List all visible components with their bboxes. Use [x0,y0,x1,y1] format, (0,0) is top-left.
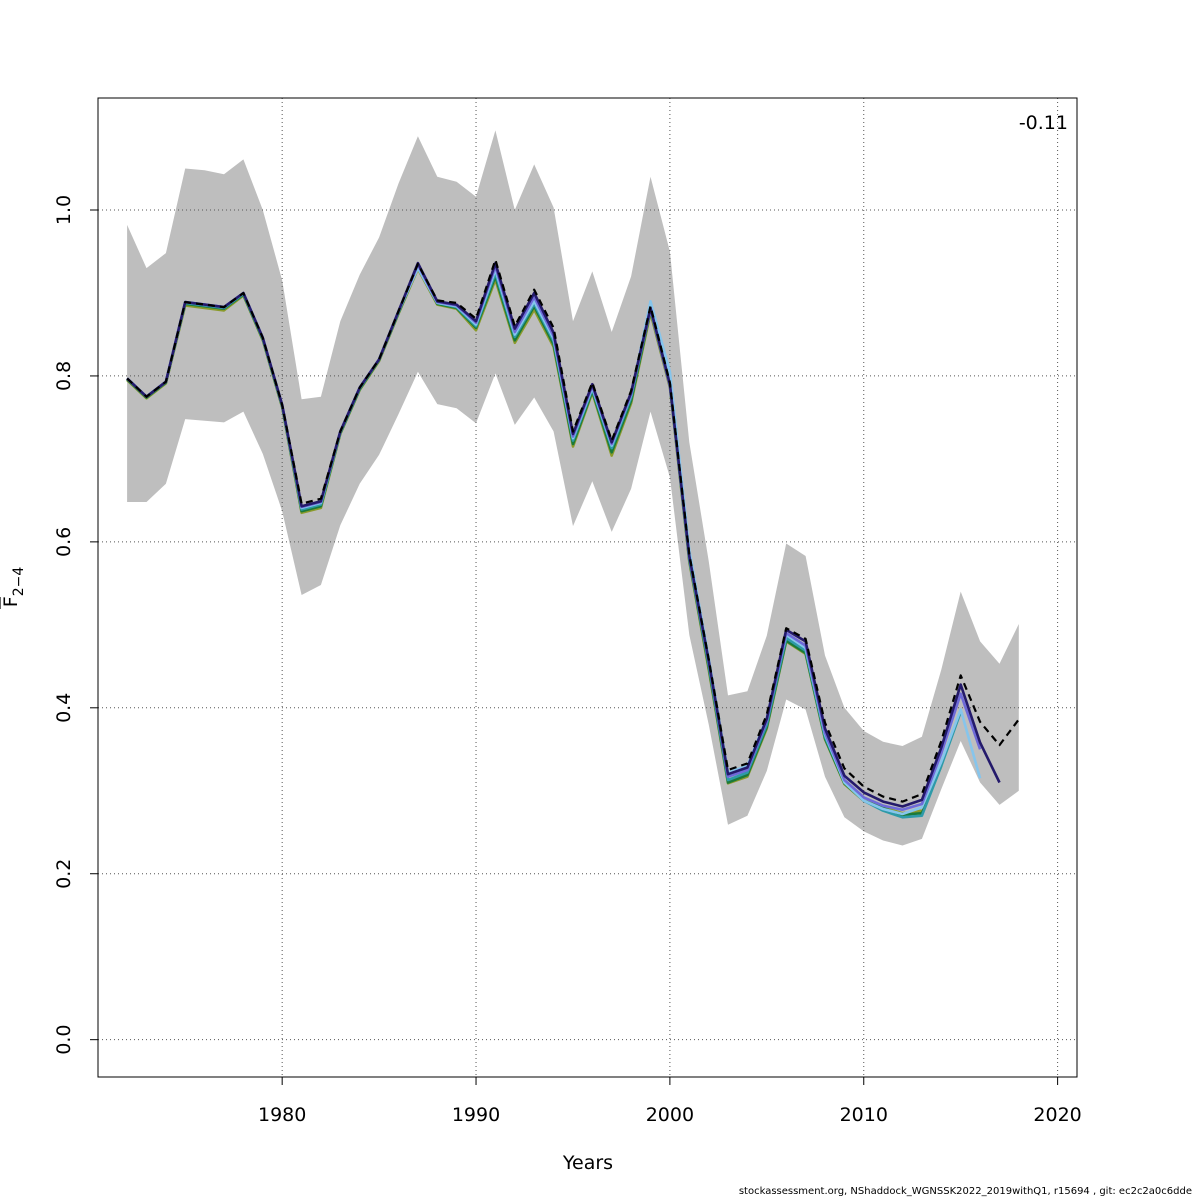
series-layer [126,258,1020,819]
y-tick-label-2: 0.4 [53,693,75,723]
y-axis-title-main: F [0,596,22,607]
x-tick-label-4: 2020 [1033,1104,1081,1126]
annotation-label: -0.11 [1019,112,1068,134]
y-axis-title-group: F2−4 [0,567,27,609]
y-tick-label-5: 1.0 [53,195,75,225]
x-tick-label-0: 1980 [258,1104,306,1126]
y-tick-label-4: 0.8 [53,361,75,391]
y-axis-title-sub: 2−4 [11,567,27,597]
y-tick-label-1: 0.2 [53,859,75,889]
confidence-band [127,130,1019,846]
x-tick-label-1: 1990 [452,1104,500,1126]
x-tick-label-2: 2000 [646,1104,694,1126]
confidence-band-layer [127,130,1019,846]
x-axis-title: Years [562,1152,613,1174]
series-line-0 [126,258,1020,803]
y-tick-label-0: 0.0 [53,1025,75,1055]
y-tick-label-3: 0.6 [53,527,75,557]
axis-layer: 1980 1990 2000 2010 2020 0.0 0.2 0.4 0.6 0.8 1.0 [53,195,1082,1126]
x-tick-label-3: 2010 [840,1104,888,1126]
y-axis-title: F2−4 [0,567,27,608]
footer-credit: stockassessment.org, NShaddock_WGNSSK202… [738,1186,1192,1197]
